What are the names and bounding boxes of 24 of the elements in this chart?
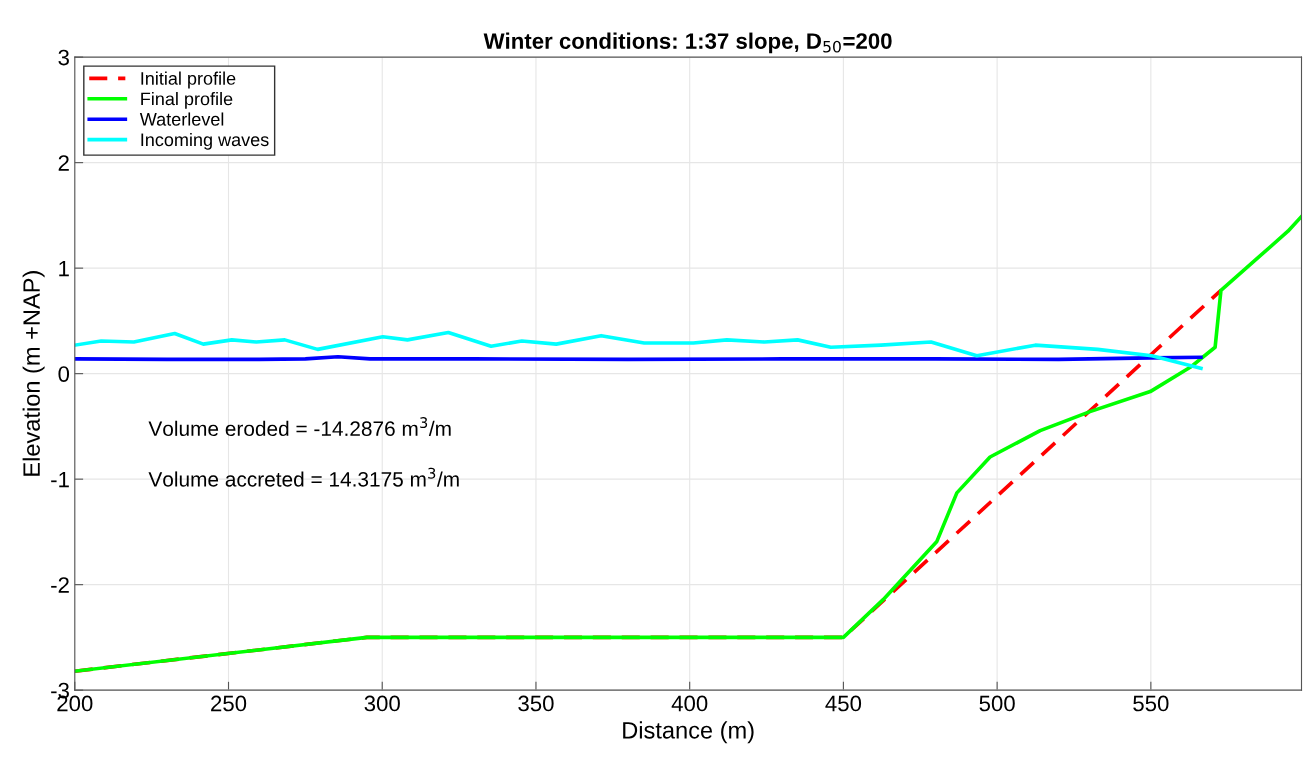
y-tick-label: 1 — [59, 260, 69, 277]
legend-label: Final profile — [141, 92, 233, 109]
y-tick-label: 2 — [58, 155, 69, 171]
y-axis-title: Elevation (m +NAP) — [22, 271, 45, 476]
annotation: Volume eroded = -14.2876 m$^{3}$/m — [148, 417, 451, 437]
y-tick-label: -2 — [51, 577, 69, 593]
x-tick-label: 300 — [364, 695, 400, 712]
x-tick-label: 250 — [211, 695, 247, 712]
x-tick-label: 400 — [671, 695, 708, 712]
x-axis-title: Distance (m) — [623, 721, 754, 744]
x-tick-label: 550 — [1133, 695, 1169, 712]
legend-label: Incoming waves — [141, 132, 269, 150]
y-tick-label: 0 — [58, 366, 70, 382]
chart-title: Winter conditions: 1:37 slope, D$_{50}$=200 — [483, 32, 892, 54]
annotation: Volume accreted = 14.3175 m$^{3}$/m — [148, 467, 459, 487]
y-tick-label: -1 — [51, 471, 69, 488]
legend-label: Initial profile — [141, 71, 236, 89]
line-series — [74, 330, 1203, 371]
x-tick-label: 350 — [518, 695, 554, 712]
x-tick-label: 500 — [979, 695, 1015, 712]
legend-label: Waterlevel — [139, 112, 224, 126]
x-tick-label: 450 — [825, 695, 862, 712]
y-tick-label: 3 — [58, 49, 69, 66]
line-series — [74, 214, 1302, 673]
